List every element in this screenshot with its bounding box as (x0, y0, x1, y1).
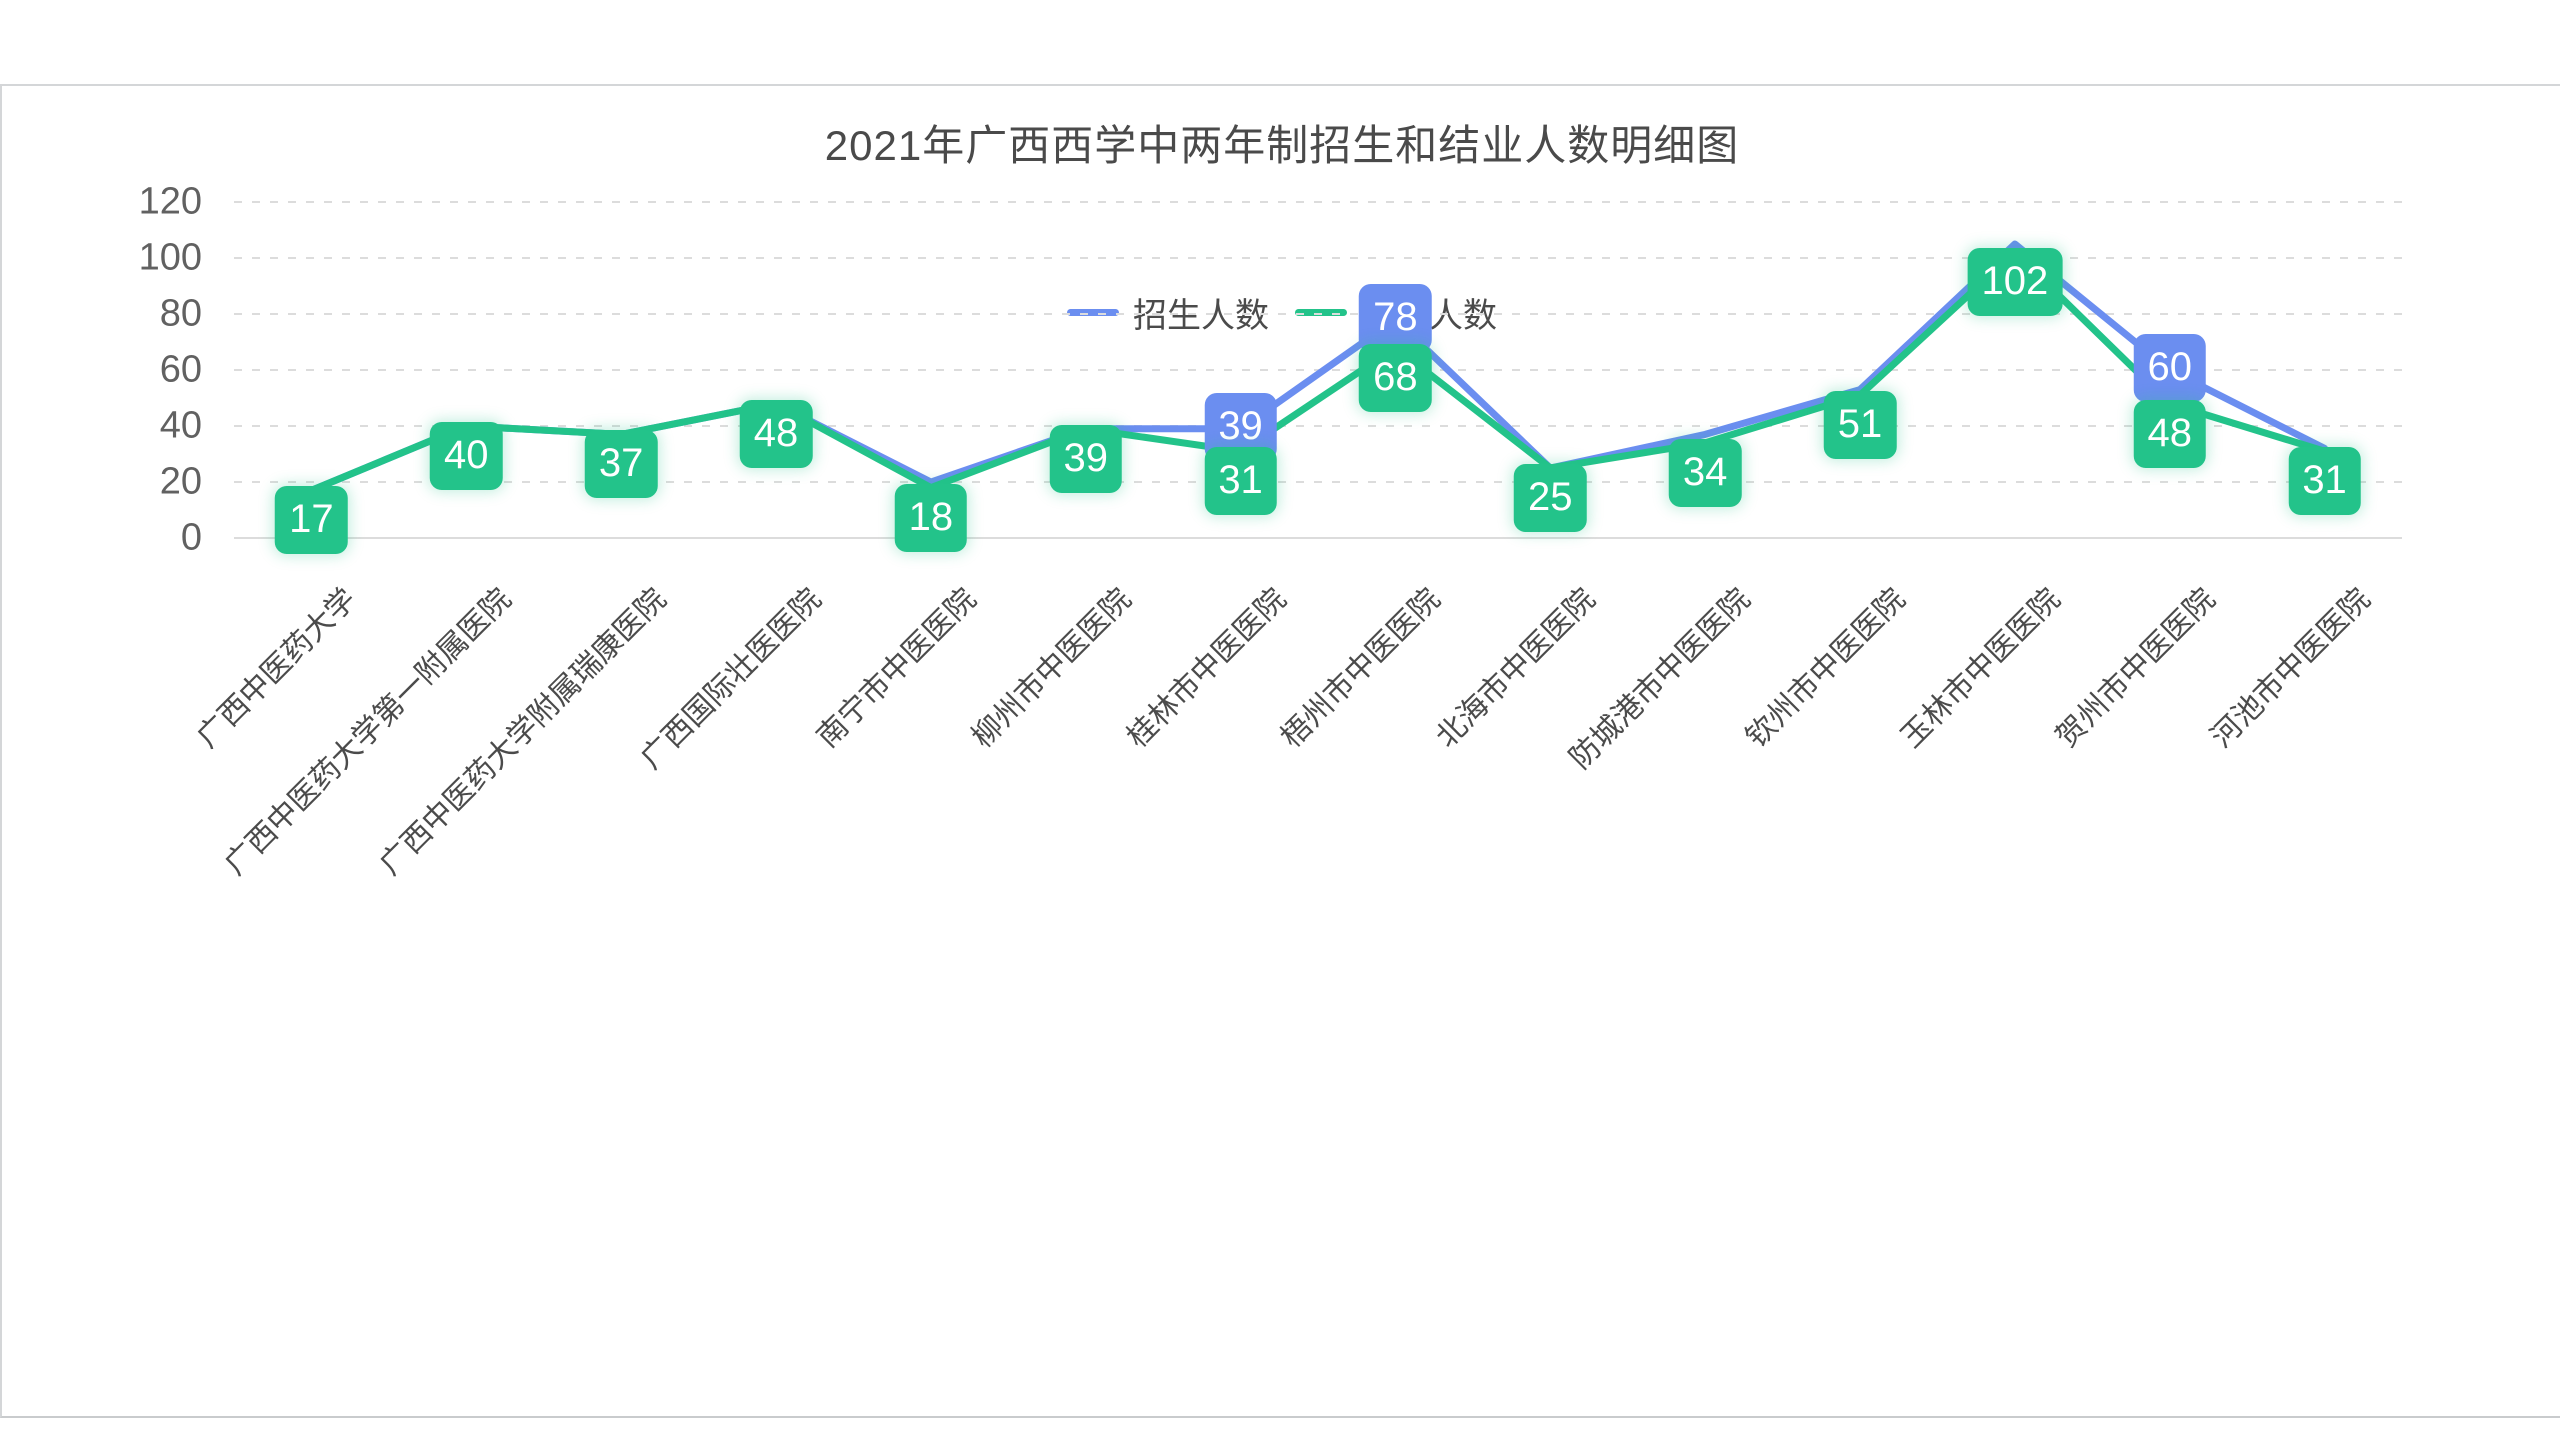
plot-area: 0 20 40 60 80 100 120 广西中医药大学 广西中医药大学第一附属医院 广西中医… (2, 86, 2560, 1420)
data-label-graduated[interactable]: 40 (430, 422, 503, 490)
data-label-graduated[interactable]: 31 (2288, 447, 2361, 516)
chart-card: 2021年广西西学中两年制招生和结业人数明细图 招生人数 结业人数 020406… (0, 84, 2560, 1418)
data-label-graduated[interactable]: 48 (2133, 399, 2206, 468)
y-tick-label: 0 (180, 516, 202, 559)
data-label-graduated[interactable]: 102 (1967, 248, 2063, 317)
data-label-enrolled[interactable]: 60 (2133, 334, 2206, 402)
data-label-graduated[interactable]: 34 (1668, 438, 1742, 507)
data-label-graduated[interactable]: 51 (1823, 391, 1897, 460)
data-label-graduated[interactable]: 37 (584, 430, 658, 499)
data-label-graduated[interactable]: 17 (275, 486, 348, 555)
legend-swatch-green-icon (1295, 309, 1347, 316)
legend-item-enrolled[interactable]: 招生人数 (1067, 288, 1269, 337)
data-label-graduated[interactable]: 25 (1514, 464, 1587, 532)
legend-label-enrolled: 招生人数 (1133, 297, 1269, 335)
y-tick-label: 60 (159, 348, 202, 391)
data-label-enrolled[interactable]: 78 (1359, 283, 1432, 352)
y-tick-label: 20 (159, 460, 202, 503)
data-label-graduated[interactable]: 18 (894, 483, 968, 552)
data-label-graduated[interactable]: 48 (739, 399, 813, 468)
data-label-graduated[interactable]: 68 (1359, 343, 1432, 412)
chart-title: 2021年广西西学中两年制招生和结业人数明细图 (824, 122, 1740, 169)
legend-swatch-blue-icon (1067, 309, 1119, 316)
y-tick-label: 100 (138, 236, 202, 279)
data-label-graduated[interactable]: 31 (1204, 447, 1277, 516)
y-tick-label: 80 (159, 292, 202, 335)
data-label-graduated[interactable]: 39 (1049, 424, 1122, 493)
y-tick-label: 120 (138, 180, 202, 223)
y-tick-label: 40 (159, 404, 202, 447)
